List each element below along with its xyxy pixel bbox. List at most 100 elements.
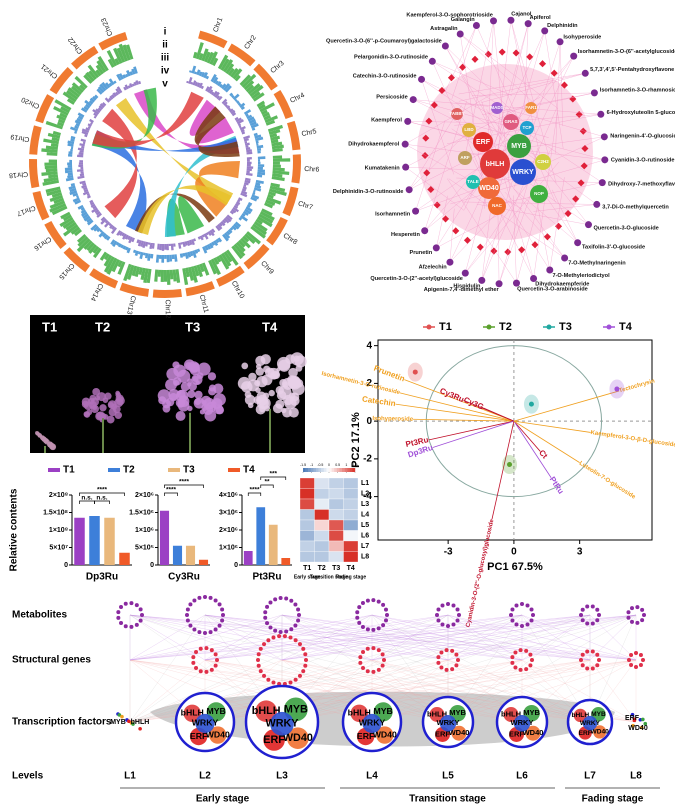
track-purple xyxy=(142,241,147,249)
track-purple xyxy=(207,230,212,236)
metabolite-node xyxy=(263,610,268,615)
track-purple xyxy=(240,128,245,133)
track-purple xyxy=(209,229,215,237)
track-purple xyxy=(229,210,235,215)
gene-node xyxy=(518,246,526,254)
y-tick-label: 3×10⁶ xyxy=(219,509,238,516)
track-blue xyxy=(68,185,76,190)
heat-cell xyxy=(299,509,315,521)
track-green xyxy=(234,74,241,82)
metabolite-node xyxy=(123,601,128,606)
metabolite-node xyxy=(360,624,365,629)
tf-node xyxy=(480,149,510,179)
track-green xyxy=(193,265,200,277)
heat-cell xyxy=(314,498,330,510)
track-purple xyxy=(111,94,116,99)
track-green xyxy=(107,58,115,68)
track-purple xyxy=(245,145,249,148)
chromosome-band xyxy=(44,220,67,250)
metabolite-node xyxy=(436,618,441,623)
heat-cell xyxy=(343,540,359,552)
track-blue xyxy=(96,88,103,95)
track-purple xyxy=(221,98,228,105)
flower-petal xyxy=(256,363,262,370)
track-green xyxy=(154,269,159,282)
flower-petal xyxy=(207,372,217,381)
metabolite-node xyxy=(510,607,515,612)
track-blue xyxy=(75,122,80,127)
network-edge xyxy=(445,45,521,120)
x-axis-label: PC1 67.5% xyxy=(487,561,543,573)
track-green xyxy=(212,57,219,67)
edge xyxy=(589,614,637,661)
metabolite-node xyxy=(371,598,376,603)
tf-label: MYB xyxy=(374,706,393,716)
track-green xyxy=(65,221,77,231)
flower-petal xyxy=(173,364,186,377)
track-green xyxy=(213,257,220,265)
track-green xyxy=(192,51,198,59)
metabolite-node xyxy=(595,607,600,612)
track-blue xyxy=(203,71,208,79)
track-green xyxy=(223,251,233,263)
chromosome-label: Chr16 xyxy=(32,235,52,251)
track-green xyxy=(45,145,59,151)
track-green xyxy=(265,119,276,126)
track-purple xyxy=(186,240,191,246)
track-green xyxy=(66,89,79,100)
track-blue xyxy=(223,83,231,91)
edge xyxy=(129,614,637,661)
track-purple xyxy=(246,168,252,172)
track-purple xyxy=(200,85,204,90)
level-label: L8 xyxy=(630,771,642,782)
track-green xyxy=(241,73,257,89)
network-edge xyxy=(405,167,465,211)
metabolite-node xyxy=(383,607,388,612)
track-purple xyxy=(108,97,112,102)
chromosome-band xyxy=(287,120,301,151)
track-blue xyxy=(257,166,264,170)
network-edge xyxy=(449,208,455,263)
gene-node xyxy=(371,646,376,651)
gene-node xyxy=(204,646,209,651)
track-blue xyxy=(239,102,246,108)
track-blue xyxy=(108,78,115,86)
track-blue xyxy=(256,174,263,178)
track-blue xyxy=(253,187,262,192)
track-green xyxy=(272,167,285,172)
metabolite-node xyxy=(585,621,590,626)
gene-node xyxy=(580,162,588,170)
track-purple xyxy=(79,143,85,147)
gene-node xyxy=(301,669,306,674)
metabolite-node xyxy=(556,38,564,46)
track-blue xyxy=(74,119,81,125)
tf-node xyxy=(507,134,531,158)
flower-petal xyxy=(257,394,268,406)
tf-label: ERF xyxy=(190,731,207,741)
track-green xyxy=(59,112,68,119)
track-purple xyxy=(226,105,231,110)
network-edge xyxy=(460,33,487,207)
track-green xyxy=(272,173,283,178)
stage-label: Transition stage xyxy=(310,574,349,580)
flower-petal xyxy=(255,367,264,376)
track-blue xyxy=(77,204,84,210)
track-green xyxy=(49,203,67,213)
tf-label: WRKY xyxy=(580,720,601,727)
flower-petal xyxy=(288,407,299,418)
track-green xyxy=(264,115,279,124)
track-blue xyxy=(90,223,98,231)
track-green xyxy=(246,231,261,245)
metabolite-node xyxy=(208,595,213,600)
track-purple xyxy=(208,89,214,95)
edge xyxy=(129,614,206,661)
gene-node xyxy=(361,665,366,670)
track-green xyxy=(51,136,60,142)
track-green xyxy=(166,269,171,285)
track-green xyxy=(57,121,64,127)
heat-cell xyxy=(314,477,330,489)
flower-petal xyxy=(190,362,200,373)
chromosome-label: Chr13 xyxy=(125,295,136,315)
flower-petal xyxy=(275,399,285,409)
track-blue xyxy=(196,248,201,253)
